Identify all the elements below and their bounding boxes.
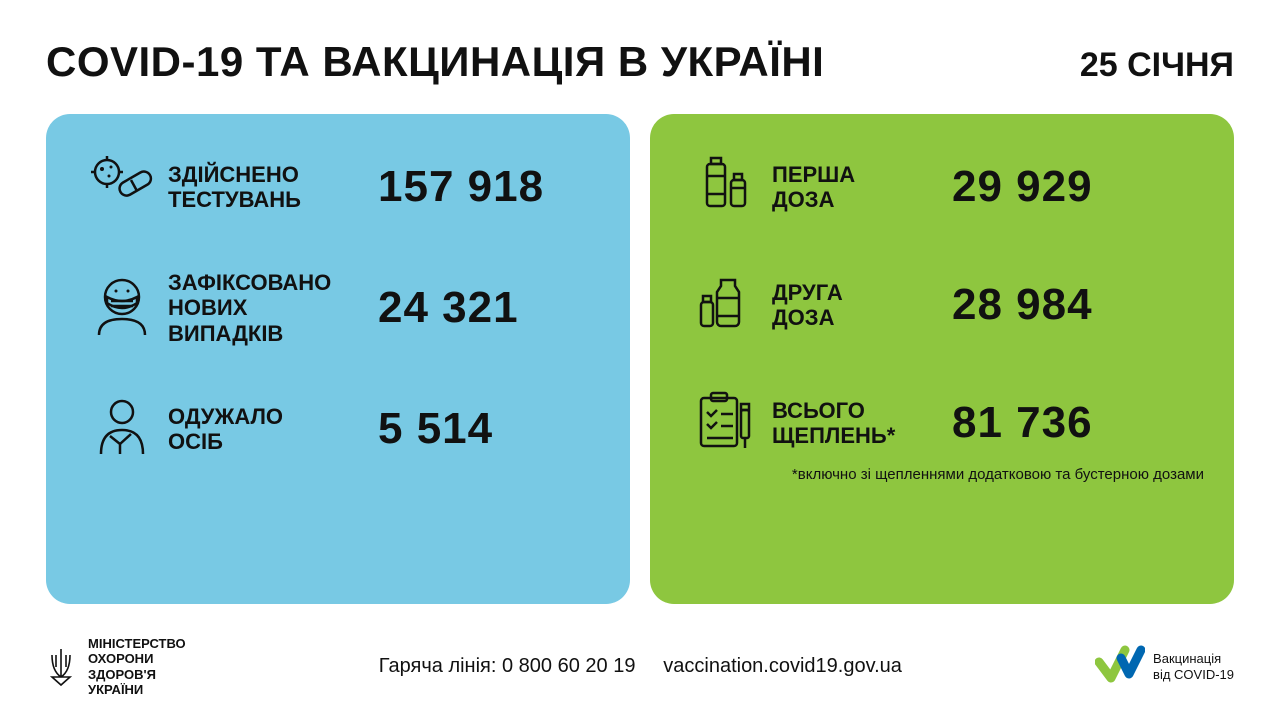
- clipboard-icon: [680, 388, 772, 458]
- vaccine-vials-icon: [680, 152, 772, 222]
- hotline: Гаряча лінія: 0 800 60 20 19 vaccination…: [379, 655, 902, 678]
- mask-person-icon: [76, 273, 168, 343]
- trident-icon: [46, 647, 76, 687]
- stat-row: ДРУГА ДОЗА 28 984: [680, 270, 1204, 340]
- ministry-block: МІНІСТЕРСТВО ОХОРОНИ ЗДОРОВ'Я УКРАЇНИ: [46, 636, 186, 698]
- stat-value: 24 321: [378, 283, 519, 333]
- stat-value: 5 514: [378, 404, 493, 454]
- footer: МІНІСТЕРСТВО ОХОРОНИ ЗДОРОВ'Я УКРАЇНИ Га…: [0, 636, 1280, 698]
- covid-stats-panel: ЗДІЙСНЕНО ТЕСТУВАНЬ 157 918 ЗАФІКСОВАНО …: [46, 114, 630, 604]
- vaccine-bottles-icon: [680, 270, 772, 340]
- ministry-text: МІНІСТЕРСТВО ОХОРОНИ ЗДОРОВ'Я УКРАЇНИ: [88, 636, 186, 698]
- stat-value: 28 984: [952, 280, 1093, 330]
- footnote: *включно зі щепленнями додатковою та бус…: [680, 466, 1204, 483]
- vaccination-site: vaccination.covid19.gov.ua: [663, 655, 902, 677]
- page-title: COVID-19 ТА ВАКЦИНАЦІЯ В УКРАЇНІ: [46, 38, 824, 86]
- stat-label: ЗДІЙСНЕНО ТЕСТУВАНЬ: [168, 162, 378, 213]
- stat-label: ВСЬОГО ЩЕПЛЕНЬ*: [772, 398, 952, 449]
- vaccination-stats-panel: ПЕРША ДОЗА 29 929 ДРУГА ДОЗА 28 984: [650, 114, 1234, 604]
- label-text: ЗАФІКСОВАНО НОВИХ ВИПАДКІВ: [168, 270, 331, 346]
- stat-row: ОДУЖАЛО ОСІБ 5 514: [76, 394, 600, 464]
- stat-row: ПЕРША ДОЗА 29 929: [680, 152, 1204, 222]
- stat-value: 81 736: [952, 398, 1093, 448]
- label-text: ПЕРША ДОЗА: [772, 162, 855, 212]
- label-text: ОДУЖАЛО ОСІБ: [168, 404, 283, 454]
- test-tube-icon: [76, 152, 168, 222]
- label-text: ВСЬОГО ЩЕПЛЕНЬ*: [772, 398, 895, 448]
- label-text: ЗДІЙСНЕНО ТЕСТУВАНЬ: [168, 162, 301, 212]
- stat-row: ВСЬОГО ЩЕПЛЕНЬ* 81 736: [680, 388, 1204, 458]
- stat-row: ЗАФІКСОВАНО НОВИХ ВИПАДКІВ 24 321: [76, 270, 600, 346]
- logo-line: Вакцинація: [1153, 651, 1234, 667]
- ministry-line: ЗДОРОВ'Я: [88, 667, 186, 683]
- check-v-icon: [1095, 644, 1145, 690]
- header: COVID-19 ТА ВАКЦИНАЦІЯ В УКРАЇНІ 25 СІЧН…: [46, 38, 1234, 86]
- label-text: ДРУГА ДОЗА: [772, 280, 843, 330]
- ministry-line: УКРАЇНИ: [88, 682, 186, 698]
- hotline-number: 0 800 60 20 19: [502, 655, 635, 677]
- stat-label: ПЕРША ДОЗА: [772, 162, 952, 213]
- stat-value: 157 918: [378, 162, 544, 212]
- stat-label: ЗАФІКСОВАНО НОВИХ ВИПАДКІВ: [168, 270, 378, 346]
- ministry-line: МІНІСТЕРСТВО: [88, 636, 186, 652]
- vaccination-logo-text: Вакцинація від COVID-19: [1153, 651, 1234, 682]
- ministry-line: ОХОРОНИ: [88, 651, 186, 667]
- stat-value: 29 929: [952, 162, 1093, 212]
- stat-label: ОДУЖАЛО ОСІБ: [168, 404, 378, 455]
- hotline-prefix: Гаряча лінія:: [379, 655, 502, 677]
- stat-panels: ЗДІЙСНЕНО ТЕСТУВАНЬ 157 918 ЗАФІКСОВАНО …: [46, 114, 1234, 604]
- logo-line: від COVID-19: [1153, 667, 1234, 683]
- report-date: 25 СІЧНЯ: [1080, 46, 1234, 85]
- stat-label: ДРУГА ДОЗА: [772, 280, 952, 331]
- vaccination-logo: Вакцинація від COVID-19: [1095, 644, 1234, 690]
- recovered-icon: [76, 394, 168, 464]
- stat-row: ЗДІЙСНЕНО ТЕСТУВАНЬ 157 918: [76, 152, 600, 222]
